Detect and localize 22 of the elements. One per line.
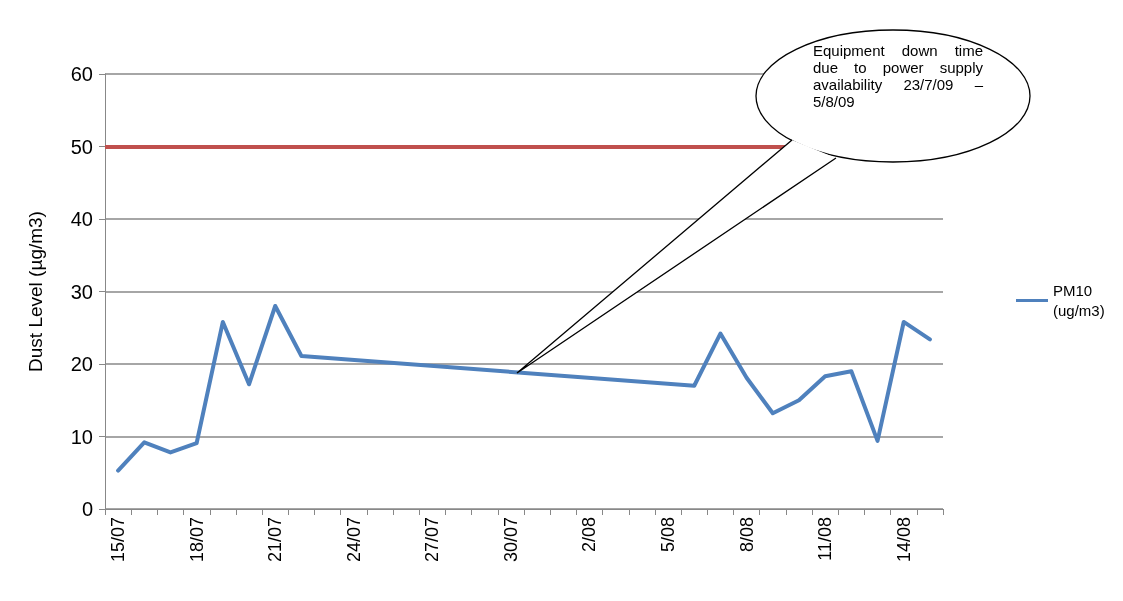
legend-label: PM10 (ug/m3) (1053, 282, 1105, 319)
x-tick-label: 24/07 (343, 517, 364, 563)
x-tick-label: 30/07 (500, 517, 521, 563)
x-tick-label: 8/08 (736, 517, 757, 553)
x-tick-label: 2/08 (579, 517, 600, 553)
y-tick-label: 50 (70, 135, 93, 158)
annotation: Equipment down time due to power supply availability 23/7/09 – 5/8/09 (813, 42, 983, 110)
x-tick-label: 11/08 (815, 517, 836, 561)
y-tick-label: 40 (70, 208, 93, 230)
y-tick-label: 20 (70, 353, 93, 375)
x-tick-label: 15/07 (108, 517, 129, 563)
y-axis-title: Dust Level (µg/m3) (25, 211, 46, 372)
y-tick-label: 0 (81, 498, 93, 520)
y-tick-label: 10 (70, 425, 93, 448)
x-tick-label: 14/08 (893, 517, 914, 563)
x-tick-label: 21/07 (265, 517, 286, 563)
y-tick-label: 60 (70, 63, 93, 85)
y-tick-label: 30 (70, 280, 93, 303)
x-tick-label: 27/07 (422, 517, 443, 563)
x-tick-label: 5/08 (658, 517, 679, 553)
x-tick-label: 18/07 (186, 517, 207, 563)
line-series (116, 304, 932, 473)
